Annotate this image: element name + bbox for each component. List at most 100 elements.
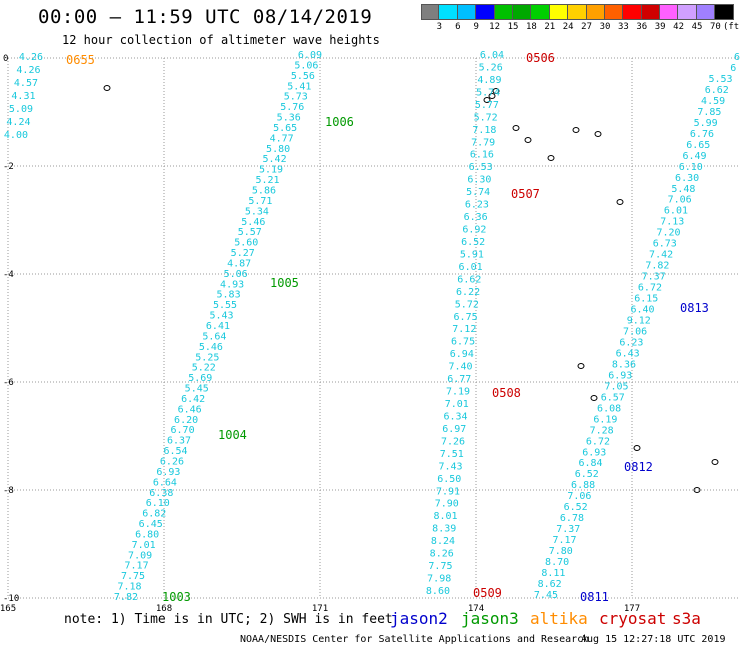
legend-s3a: s3a <box>672 609 701 628</box>
scale-swatch <box>512 4 532 20</box>
lon-label: 165 <box>0 604 16 614</box>
island-outline <box>633 445 641 451</box>
scale-label: 45 <box>691 22 703 32</box>
swh-value: 5.86 <box>252 186 276 197</box>
swh-value: 6.16 <box>470 150 494 161</box>
swh-value: 6.72 <box>586 436 610 447</box>
swh-value: 6.64 <box>153 477 177 488</box>
legend-jason2: jason2 <box>390 609 448 628</box>
swh-value: 6.77 <box>447 374 471 385</box>
track-jason2-0812: 0812 <box>624 460 653 474</box>
swh-value: 6.76 <box>690 129 714 140</box>
credit-line: NOAA/NESDIS Center for Satellite Applica… <box>240 634 590 645</box>
swh-value: 6.94 <box>450 349 474 360</box>
scale-swatch <box>476 4 495 20</box>
swh-value: 6.30 <box>467 175 491 186</box>
scale-label: 15 <box>507 22 519 32</box>
swh-value: 6.57 <box>601 392 625 403</box>
swh-value: 6.45 <box>139 519 163 530</box>
swh-value: 6.52 <box>575 469 599 480</box>
scale-label: 21 <box>544 22 556 32</box>
swh-value: 5.26 <box>479 62 503 73</box>
pass-time-label: 1003 <box>162 590 191 604</box>
track-1003: 7.827.187.757.177.097.016.806.456.826.10… <box>114 50 322 604</box>
swh-value: 5.91 <box>460 249 484 260</box>
track-s3a-0508: 0508 <box>492 386 521 400</box>
swh-value: 6.50 <box>437 474 461 485</box>
swh-value: 5.22 <box>192 363 216 374</box>
island-outline <box>577 363 585 369</box>
swh-value: 7.51 <box>440 449 464 460</box>
swh-value: 6.40 <box>630 305 654 316</box>
pass-time-label: 0506 <box>526 51 555 65</box>
track-s3a-west: 6.045.264.895.745.775.727.187.796.166.53… <box>426 50 555 597</box>
pass-time-label: 0811 <box>580 590 609 604</box>
swh-value: 6.92 <box>462 225 486 236</box>
swh-value: 6.08 <box>597 403 621 414</box>
scale-swatch <box>568 4 587 20</box>
swh-value: 7.18 <box>117 582 141 593</box>
track-1005: 1005 <box>270 276 299 290</box>
swh-value: 7.06 <box>623 326 647 337</box>
swh-value: 5.53 <box>708 74 732 85</box>
swh-value: 5.65 <box>273 123 297 134</box>
swh-value: 5.76 <box>280 102 304 113</box>
scale-label: 9 <box>473 22 479 32</box>
swh-value: 6.38 <box>149 488 173 499</box>
swh-value: 6.82 <box>142 509 166 520</box>
swh-value: 5.21 <box>255 175 279 186</box>
swh-value: 6.26 <box>160 457 184 468</box>
swh-value: 6.72 <box>638 283 662 294</box>
legend-altika: altika <box>530 609 588 628</box>
swh-value: 5.19 <box>259 165 283 176</box>
map-title: 00:00 – 11:59 UTC 08/14/2019 <box>38 6 373 28</box>
swh-value: 4.24 <box>6 117 30 128</box>
swh-value: 7.37 <box>642 272 666 283</box>
map-subtitle: 12 hour collection of altimeter wave hei… <box>62 33 380 47</box>
swh-value: 7.19 <box>446 387 470 398</box>
swh-value: 7.79 <box>471 137 495 148</box>
swh-value: 5.69 <box>188 373 212 384</box>
island-outline <box>488 93 496 99</box>
swh-value: 8.36 <box>612 359 636 370</box>
swh-value: 4.93 <box>220 279 244 290</box>
swh-value: 6.80 <box>135 529 159 540</box>
island-outline <box>512 125 520 131</box>
islands <box>103 85 719 493</box>
lat-lon-grid <box>7 57 740 599</box>
swh-value: 7.20 <box>656 228 680 239</box>
island-outline <box>547 155 555 161</box>
swh-value: 7.17 <box>552 535 576 546</box>
swh-value: 6.93 <box>582 447 606 458</box>
swh-value: 6.52 <box>461 237 485 248</box>
swh-value: 6.75 <box>454 312 478 323</box>
swh-value: 6.62 <box>705 85 729 96</box>
track-jason2-east: 7.458.628.118.707.807.177.376.786.527.06… <box>534 52 740 604</box>
swh-value: 6.04 <box>480 50 504 61</box>
swh-value: 5.60 <box>234 238 258 249</box>
swh-value: 4.26 <box>16 65 40 76</box>
lat-label: 0 <box>3 54 8 64</box>
lat-label: -8 <box>3 486 14 496</box>
swh-value: 8.60 <box>426 586 450 597</box>
satellite-tracks: 4.264.264.574.315.094.244.0006557.827.18… <box>4 50 740 604</box>
swh-value: 5.77 <box>475 100 499 111</box>
swh-value: 4.77 <box>270 133 294 144</box>
pass-time-label: 1004 <box>218 428 247 442</box>
swh-value: 5.36 <box>277 113 301 124</box>
swh-value: 5.45 <box>185 384 209 395</box>
swh-value: 7.45 <box>534 590 558 601</box>
pass-time-label: 0507 <box>511 187 540 201</box>
scale-label: 12 <box>489 22 501 32</box>
swh-value: 6.93 <box>608 370 632 381</box>
swh-value: 6.23 <box>619 337 643 348</box>
swh-value: 8.26 <box>430 549 454 560</box>
lat-label: -4 <box>3 270 14 280</box>
swh-value: 6.75 <box>451 337 475 348</box>
scale-swatch <box>715 4 734 20</box>
lon-label: 171 <box>312 604 328 614</box>
island-outline <box>524 137 532 143</box>
swh-value: 7.26 <box>441 436 465 447</box>
